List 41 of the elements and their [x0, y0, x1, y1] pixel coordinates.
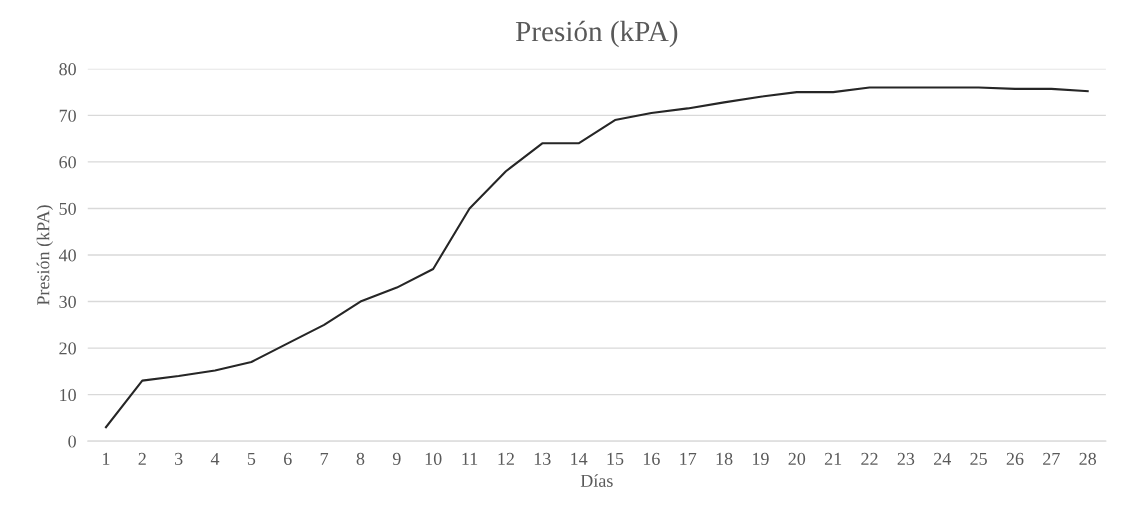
x-tick-label: 4	[210, 452, 220, 465]
x-tick-label: 7	[320, 452, 329, 465]
x-tick-label: 25	[970, 452, 987, 465]
x-tick-label: 11	[462, 452, 478, 465]
y-tick-label: 80	[59, 63, 76, 76]
y-tick-label: 0	[68, 435, 76, 448]
x-tick-label: 15	[607, 452, 624, 465]
y-tick-label: 50	[59, 202, 76, 215]
x-tick-label: 28	[1079, 452, 1097, 465]
x-tick-label: 13	[534, 452, 551, 465]
x-tick-label: 16	[643, 452, 660, 465]
x-tick-label: 3	[175, 452, 183, 465]
x-tick-label: 17	[680, 452, 697, 465]
x-tick-label: 10	[425, 452, 442, 465]
y-tick-label: 20	[59, 342, 76, 355]
x-tick-label: 22	[861, 452, 878, 465]
y-axis-title: Presión (kPA)	[36, 205, 54, 306]
x-tick-label: 24	[934, 452, 951, 465]
x-tick-label: 26	[1006, 452, 1024, 465]
x-tick-label: 19	[753, 452, 769, 465]
x-tick-label: 5	[247, 452, 256, 465]
chart-title: Presión (kPA)	[515, 20, 678, 48]
x-tick-label: 20	[788, 452, 806, 465]
x-tick-label: 21	[824, 452, 842, 465]
x-tick-label: 6	[284, 452, 292, 465]
x-tick-label: 12	[498, 452, 514, 465]
x-axis-title: Días	[580, 474, 613, 487]
x-tick-label: 1	[103, 452, 110, 465]
x-tick-label: 23	[897, 452, 915, 465]
y-tick-label: 70	[59, 109, 76, 122]
line-series	[104, 86, 1089, 429]
y-tick-label: 30	[59, 295, 76, 308]
x-tick-label: 8	[356, 452, 365, 465]
x-tick-label: 27	[1043, 452, 1060, 465]
x-tick-label: 2	[138, 452, 146, 465]
x-tick-label: 14	[571, 452, 588, 465]
y-tick-label: 60	[59, 156, 76, 169]
y-tick-label: 40	[58, 249, 76, 262]
x-tick-label: 9	[392, 452, 401, 465]
x-tick-label: 18	[716, 452, 733, 465]
y-tick-label: 10	[60, 388, 76, 402]
